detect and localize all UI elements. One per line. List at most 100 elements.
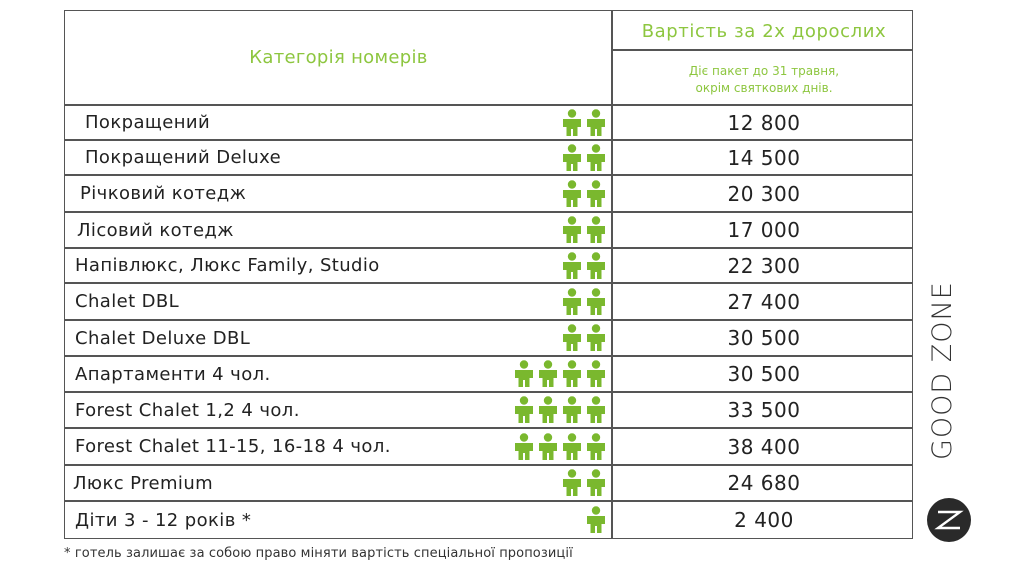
table-row: Forest Chalet 1,2 4 чол. 33 500 [65,393,912,427]
table-row: Діти 3 - 12 років * 2 400 [65,502,912,538]
price-header: Вартість за 2х дорослих [641,20,887,42]
person-icon [587,360,605,387]
table-row: Покращений Deluxe 14 500 [65,141,912,174]
person-icon [587,287,605,315]
room-price: 22 300 [727,253,801,278]
person-icon [563,108,581,136]
row-divider [65,355,912,357]
row-divider [65,211,912,213]
table-row: Forest Chalet 11-15, 16-18 4 чол. 38 400 [65,429,912,464]
room-category: Forest Chalet 11-15, 16-18 4 чол. [75,436,391,457]
room-category: Chalet Deluxe DBL [75,327,251,349]
person-icon [563,216,581,243]
occupancy-icons [562,141,606,174]
occupancy-icons [514,429,606,464]
occupancy-icons [562,249,606,282]
person-icon [515,396,533,423]
occupancy-icons [514,393,606,427]
room-category: Покращений Deluxe [85,147,282,168]
room-category: Chalet DBL [75,291,180,312]
person-icon [587,432,605,460]
person-icon [587,396,605,423]
room-price: 14 500 [727,145,801,170]
table-row: Напівлюкс, Люкс Family, Studio 22 300 [65,249,912,282]
person-icon [587,251,605,279]
person-icon [539,360,557,387]
price-note-line-2: окрім святкових днів. [695,81,833,95]
room-category: Люкс Premium [73,472,214,494]
person-icon [515,432,533,460]
row-divider [65,247,912,249]
table-row: Покращений 12 800 [65,106,912,139]
row-divider [65,282,912,284]
person-icon [563,469,581,496]
room-price: 38 400 [727,434,801,459]
row-divider [65,464,912,466]
room-price: 20 300 [727,181,801,206]
person-icon [539,396,557,423]
room-price: 12 800 [727,110,801,135]
person-icon [563,287,581,315]
person-icon [515,360,533,387]
room-category: Діти 3 - 12 років * [75,509,252,531]
room-price: 2 400 [734,508,794,532]
table-row: Chalet Deluxe DBL 30 500 [65,321,912,355]
person-icon [539,432,557,460]
category-header: Категорія номерів [249,47,428,68]
occupancy-icons [514,357,606,391]
table-row: Chalet DBL 27 400 [65,284,912,319]
person-icon [563,179,581,207]
occupancy-icons [562,176,606,211]
room-price: 33 500 [727,398,801,422]
good-zone-logo: GOOD ZONE [925,270,973,550]
person-icon [587,324,605,351]
occupancy-icons [562,284,606,319]
room-category: Покращений [85,112,211,133]
person-icon [563,396,581,423]
room-price: 17 000 [727,218,801,242]
room-category: Напівлюкс, Люкс Family, Studio [75,255,380,276]
person-icon [587,108,605,136]
person-icon [563,143,581,171]
person-icon [563,324,581,351]
room-category: Лісовий котедж [77,219,234,241]
row-divider [65,391,912,393]
occupancy-icons [562,321,606,355]
person-icon [563,360,581,387]
column-divider [611,11,613,538]
person-icon [587,179,605,207]
header-divider [613,49,912,51]
room-price: 24 680 [727,471,801,495]
room-price: 30 500 [727,362,801,386]
table-row: Лісовий котедж 17 000 [65,213,912,247]
price-table: Категорія номерів Вартість за 2х доросли… [64,10,913,539]
person-icon [587,143,605,171]
price-note: Діє пакет до 31 травня, окрім святкових … [616,57,912,103]
footnote: * готель залишає за собою право міняти в… [64,546,573,561]
occupancy-icons [562,213,606,247]
room-price: 30 500 [727,326,801,350]
occupancy-icons [562,466,606,500]
person-icon [563,432,581,460]
table-row: Люкс Premium 24 680 [65,466,912,500]
table-row: Річковий котедж 20 300 [65,176,912,211]
row-divider [65,500,912,502]
row-divider [65,174,912,176]
logo-text: GOOD ZONE [927,281,958,460]
room-category: Апартаменти 4 чол. [75,363,271,385]
person-icon [587,216,605,243]
occupancy-icons [586,502,606,538]
table-row: Апартаменти 4 чол. 30 500 [65,357,912,391]
row-divider [65,319,912,321]
room-category: Річковий котедж [80,183,247,204]
header-bottom-line [65,104,912,106]
person-icon [563,251,581,279]
row-divider [65,427,912,429]
logo-emblem-mark [934,510,964,530]
occupancy-icons [562,106,606,139]
row-divider [65,139,912,141]
price-note-line-1: Діє пакет до 31 травня, [688,64,840,78]
good-zone-logo-icon: GOOD ZONE [927,281,971,542]
person-icon [587,469,605,496]
person-icon [587,506,605,533]
